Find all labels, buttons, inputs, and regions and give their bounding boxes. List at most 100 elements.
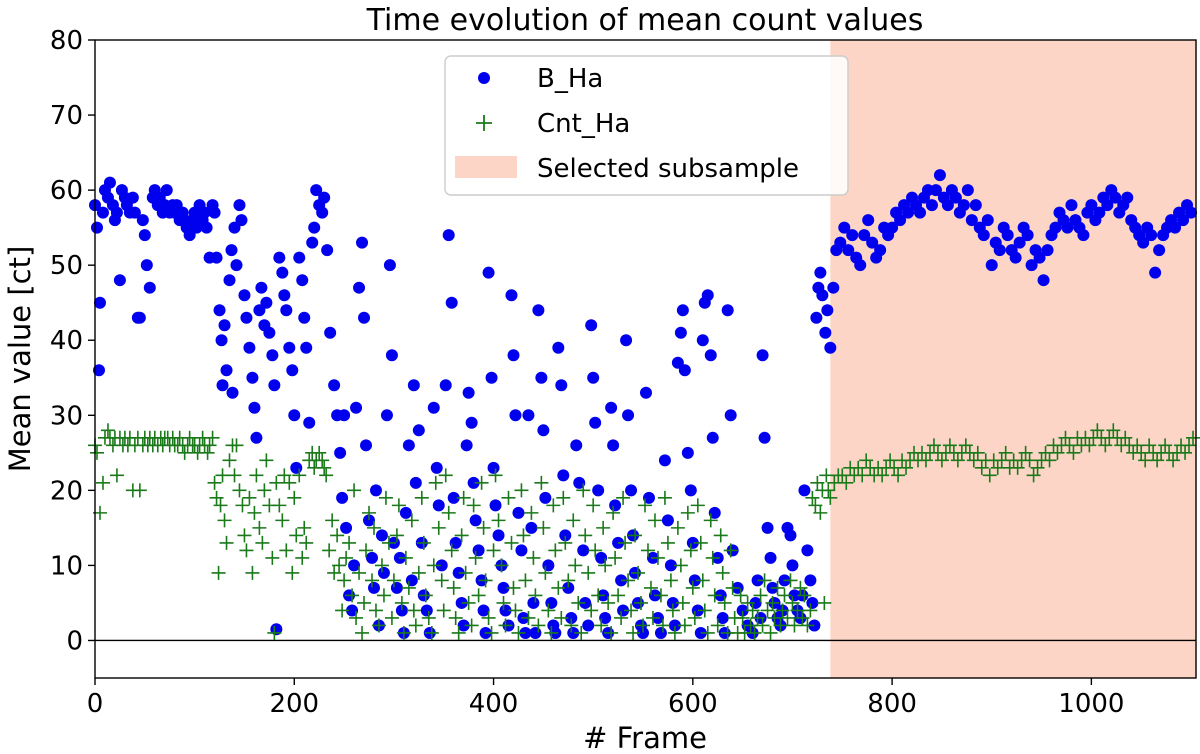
cnt-ha-point [1098, 438, 1113, 453]
cnt-ha-point [205, 430, 220, 445]
b-ha-point [240, 311, 253, 324]
b-ha-point [965, 214, 978, 227]
b-ha-point [567, 626, 580, 639]
cnt-ha-point [793, 580, 808, 595]
selected-subsample-region [830, 40, 1196, 678]
b-ha-point [380, 409, 393, 422]
cnt-ha-point [745, 603, 760, 618]
cnt-ha-point [695, 573, 710, 588]
cnt-ha-point [942, 438, 957, 453]
cnt-ha-point [518, 573, 533, 588]
b-ha-point [668, 619, 681, 632]
cnt-ha-point [359, 543, 374, 558]
cnt-ha-point [800, 618, 815, 633]
cnt-ha-point [1182, 438, 1197, 453]
cnt-ha-point [312, 445, 327, 460]
cnt-ha-point [414, 490, 429, 505]
b-ha-point [290, 461, 303, 474]
x-tick-label: 800 [867, 689, 917, 719]
b-ha-point [874, 244, 887, 257]
b-ha-point [949, 191, 962, 204]
b-ha-point [708, 506, 721, 519]
b-ha-point [497, 581, 510, 594]
cnt-ha-point [647, 513, 662, 528]
cnt-ha-point [958, 438, 973, 453]
legend-marker-b-ha [478, 72, 490, 84]
cnt-ha-point [275, 513, 290, 528]
b-ha-point [552, 341, 565, 354]
cnt-ha-point [468, 550, 483, 565]
b-ha-point [340, 521, 353, 534]
b-ha-point [595, 551, 608, 564]
b-ha-point [842, 244, 855, 257]
cnt-ha-point [213, 498, 228, 513]
cnt-ha-point [481, 610, 496, 625]
cnt-ha-point [474, 475, 489, 490]
cnt-ha-point [733, 588, 748, 603]
b-ha-point [801, 544, 814, 557]
b-ha-point [334, 446, 347, 459]
b-ha-point [230, 259, 243, 272]
cnt-ha-point [566, 513, 581, 528]
cnt-ha-point [604, 625, 619, 640]
b-ha-point [902, 206, 915, 219]
x-tick-label: 0 [87, 689, 104, 719]
b-ha-point [113, 274, 126, 287]
b-ha-point [250, 431, 263, 444]
b-ha-point [96, 206, 109, 219]
cnt-ha-point [705, 550, 720, 565]
b-ha-point [816, 289, 829, 302]
cnt-ha-point [998, 445, 1013, 460]
cnt-ha-point [767, 610, 782, 625]
b-ha-point [539, 491, 552, 504]
cnt-ha-point [335, 603, 350, 618]
cnt-ha-point [484, 625, 499, 640]
b-ha-point [557, 469, 570, 482]
cnt-ha-point [374, 558, 389, 573]
cnt-ha-point [821, 483, 836, 498]
x-tick-label: 400 [469, 689, 519, 719]
cnt-ha-point [461, 595, 476, 610]
cnt-ha-point [581, 565, 596, 580]
cnt-ha-point [229, 438, 244, 453]
cnt-ha-point [819, 468, 834, 483]
b-ha-point [377, 566, 390, 579]
cnt-ha-point [790, 603, 805, 618]
cnt-ha-point [488, 468, 503, 483]
b-ha-point [681, 446, 694, 459]
b-ha-point [609, 499, 622, 512]
cnt-ha-point [827, 475, 842, 490]
cnt-ha-point [638, 498, 653, 513]
cnt-ha-point [257, 483, 272, 498]
cnt-ha-point [339, 550, 354, 565]
b-ha-point [804, 574, 817, 587]
b-ha-point [678, 364, 691, 377]
cnt-ha-point [1166, 453, 1181, 468]
cnt-ha-point [279, 543, 294, 558]
cnt-ha-point [471, 588, 486, 603]
b-ha-point [929, 184, 942, 197]
b-ha-point [914, 206, 927, 219]
cnt-ha-point [289, 528, 304, 543]
cnt-ha-point [506, 580, 521, 595]
cnt-ha-point [267, 625, 282, 640]
cnt-ha-point [441, 505, 456, 520]
b-ha-point [1001, 229, 1014, 242]
cnt-ha-point [680, 505, 695, 520]
cnt-ha-point [598, 558, 613, 573]
cnt-ha-point [628, 528, 643, 543]
b-ha-point [243, 341, 256, 354]
cnt-ha-point [1178, 445, 1193, 460]
cnt-ha-point [707, 588, 722, 603]
cnt-ha-point [763, 625, 778, 640]
cnt-ha-point [222, 453, 237, 468]
cnt-ha-point [626, 625, 641, 640]
b-ha-point [288, 409, 301, 422]
b-ha-point [721, 304, 734, 317]
b-ha-point [1021, 229, 1034, 242]
b-ha-point [266, 349, 279, 362]
b-ha-point [862, 214, 875, 227]
cnt-ha-point [202, 438, 217, 453]
cnt-ha-point [394, 595, 409, 610]
cnt-ha-point [875, 468, 890, 483]
